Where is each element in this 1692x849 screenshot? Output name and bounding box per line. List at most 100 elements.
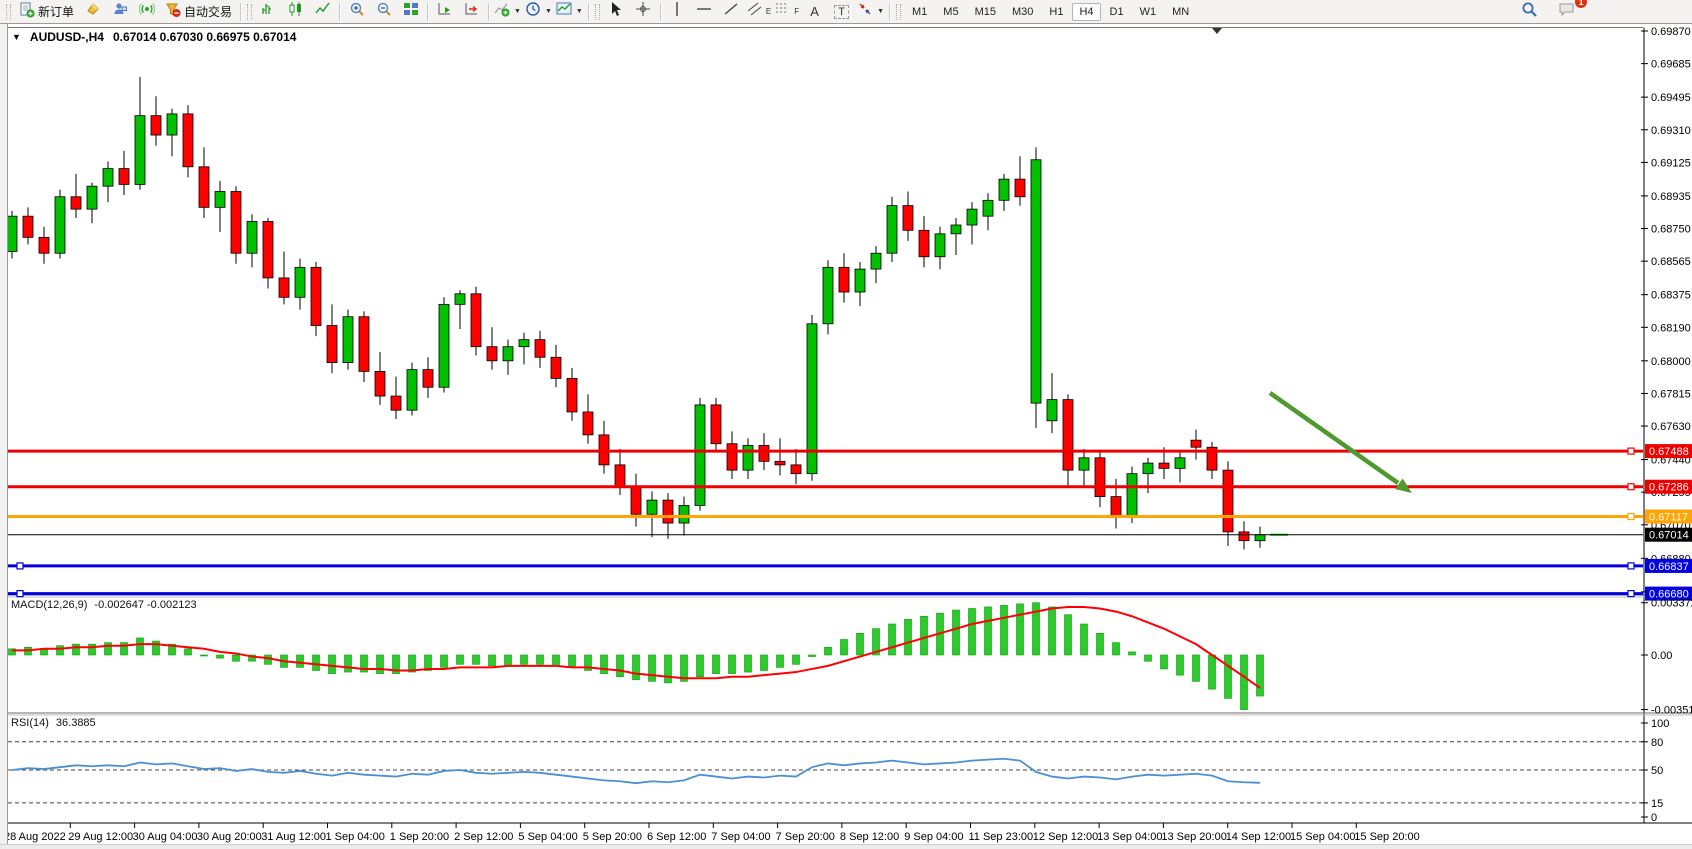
time-tick-label: 7 Sep 04:00 [711, 831, 770, 843]
bar-chart-button[interactable] [255, 1, 282, 22]
timeframe-button-h4[interactable]: H4 [1072, 2, 1101, 21]
line-handle[interactable] [1627, 590, 1635, 598]
time-tick-label: 11 Sep 23:00 [969, 831, 1034, 843]
macd-histogram-bar [1016, 603, 1024, 656]
text-label-button[interactable]: T [828, 1, 855, 22]
candle-body [822, 266, 834, 325]
periods-icon [525, 1, 541, 22]
text-icon: A [810, 4, 819, 19]
candle-body [198, 166, 210, 208]
macd-name: MACD(12,26,9) [11, 599, 88, 611]
equidistant-channel-button[interactable]: E [745, 1, 773, 22]
bar-chart-icon [261, 1, 277, 22]
one-click-trading-toggle-icon[interactable]: ▼ [12, 32, 21, 42]
timeframe-button-m15[interactable]: M15 [974, 5, 996, 18]
timeframe-button-h1[interactable]: H1 [1049, 5, 1064, 18]
candle-body [870, 252, 882, 270]
time-tick-label: 7 Sep 20:00 [776, 831, 835, 843]
candle-body [262, 221, 274, 279]
toolbar-drag-handle[interactable] [247, 3, 253, 20]
candle-body [1046, 399, 1058, 422]
new-order-button[interactable]: 新订单 [14, 1, 79, 22]
price-tick-label: 0.68565 [1651, 256, 1691, 268]
line-handle[interactable] [1627, 483, 1635, 491]
indicators-button[interactable]: ▼ [492, 1, 523, 22]
candle-body [998, 178, 1010, 201]
timeframe-button-m30[interactable]: M30 [1011, 5, 1034, 18]
macd-histogram-bar [760, 654, 768, 671]
auto-scroll-icon [437, 1, 453, 22]
price-tick-label: 0.68190 [1651, 322, 1691, 334]
price-tick-label: 0.69870 [1651, 26, 1691, 38]
macd-histogram-bar [952, 609, 960, 656]
time-tick-label: 8 Sep 12:00 [840, 831, 899, 843]
macd-values: -0.002647 -0.002123 [94, 599, 197, 611]
rsi-indicator-label: RSI(14) 36.3885 [11, 717, 96, 729]
vertical-line-button[interactable] [664, 1, 691, 22]
line-handle[interactable] [1627, 447, 1635, 455]
candlestick-chart-button[interactable] [282, 1, 309, 22]
market-button[interactable] [79, 1, 106, 22]
timeframe-button-w1[interactable]: W1 [1139, 5, 1157, 18]
line-handle[interactable] [16, 590, 24, 598]
macd-histogram-bar [120, 642, 128, 656]
trend-arrow-line[interactable] [1268, 391, 1400, 485]
auto-scroll-button[interactable] [431, 1, 458, 22]
toolbar-separator [889, 2, 891, 21]
timeframe-button-d1[interactable]: D1 [1109, 5, 1124, 18]
tile-windows-icon [403, 1, 419, 22]
line-chart-button[interactable] [309, 1, 336, 22]
chart-shift-marker[interactable] [1212, 28, 1222, 34]
timeframe-button-mn[interactable]: MN [1172, 5, 1190, 18]
candle-body [278, 277, 290, 298]
candle-body [1206, 446, 1218, 471]
text-button[interactable]: A [801, 1, 828, 22]
macd-histogram-bar [72, 643, 80, 656]
line-handle[interactable] [1627, 512, 1635, 521]
price-level-badge [1645, 509, 1692, 524]
fibo-glyph: F [794, 7, 800, 16]
toolbar-separator [240, 2, 242, 21]
cursor-icon [608, 1, 624, 22]
macd-histogram-bar [968, 608, 976, 656]
horizontal-line-button[interactable] [691, 1, 718, 22]
chart-shift-button[interactable] [458, 1, 485, 22]
line-handle[interactable] [16, 562, 24, 570]
community-button[interactable] [106, 1, 133, 22]
price-level-badge-label: 0.66837 [1649, 561, 1689, 573]
search-button[interactable] [1516, 1, 1543, 22]
time-tick-label: 5 Sep 20:00 [583, 831, 642, 843]
toolbar-drag-handle[interactable] [594, 3, 600, 20]
trend-arrow-head[interactable] [1395, 478, 1412, 493]
arrows-button[interactable]: ▼ [855, 1, 886, 22]
autotrading-button[interactable]: 自动交易 [160, 1, 237, 22]
periods-button[interactable]: ▼ [523, 1, 554, 22]
macd-histogram-bar [248, 654, 256, 662]
cursor-button[interactable] [603, 1, 630, 22]
line-handle[interactable] [1627, 562, 1635, 570]
candle-body [774, 460, 786, 466]
time-tick-label: 6 Sep 12:00 [647, 831, 706, 843]
toolbar-drag-handle[interactable] [6, 3, 11, 20]
signals-button[interactable] [133, 1, 160, 22]
tile-windows-button[interactable] [397, 1, 424, 22]
macd-histogram-bar [424, 654, 432, 671]
macd-histogram-bar [1144, 654, 1152, 662]
templates-button[interactable]: ▼ [554, 1, 585, 22]
time-tick-label: 28 Aug 2022 [4, 831, 66, 843]
timeframe-button-m5[interactable]: M5 [943, 5, 959, 18]
chart-window-left-edge [0, 24, 8, 849]
zoom-out-button[interactable] [370, 1, 397, 22]
timeframe-button-m1[interactable]: M1 [912, 5, 928, 18]
price-level-badge-label: 0.67117 [1649, 512, 1688, 524]
fibonacci-button[interactable]: F [773, 1, 801, 22]
toolbar-drag-handle[interactable] [896, 3, 902, 20]
chevron-down-icon: ▼ [514, 8, 521, 15]
price-tick-label: 0.68000 [1651, 356, 1691, 368]
zoom-in-button[interactable] [343, 1, 370, 22]
candle-body [982, 199, 994, 217]
trendline-button[interactable] [718, 1, 745, 22]
crosshair-button[interactable] [630, 1, 657, 22]
candle-body [694, 404, 706, 506]
chat-button[interactable]: 1 [1553, 0, 1587, 22]
